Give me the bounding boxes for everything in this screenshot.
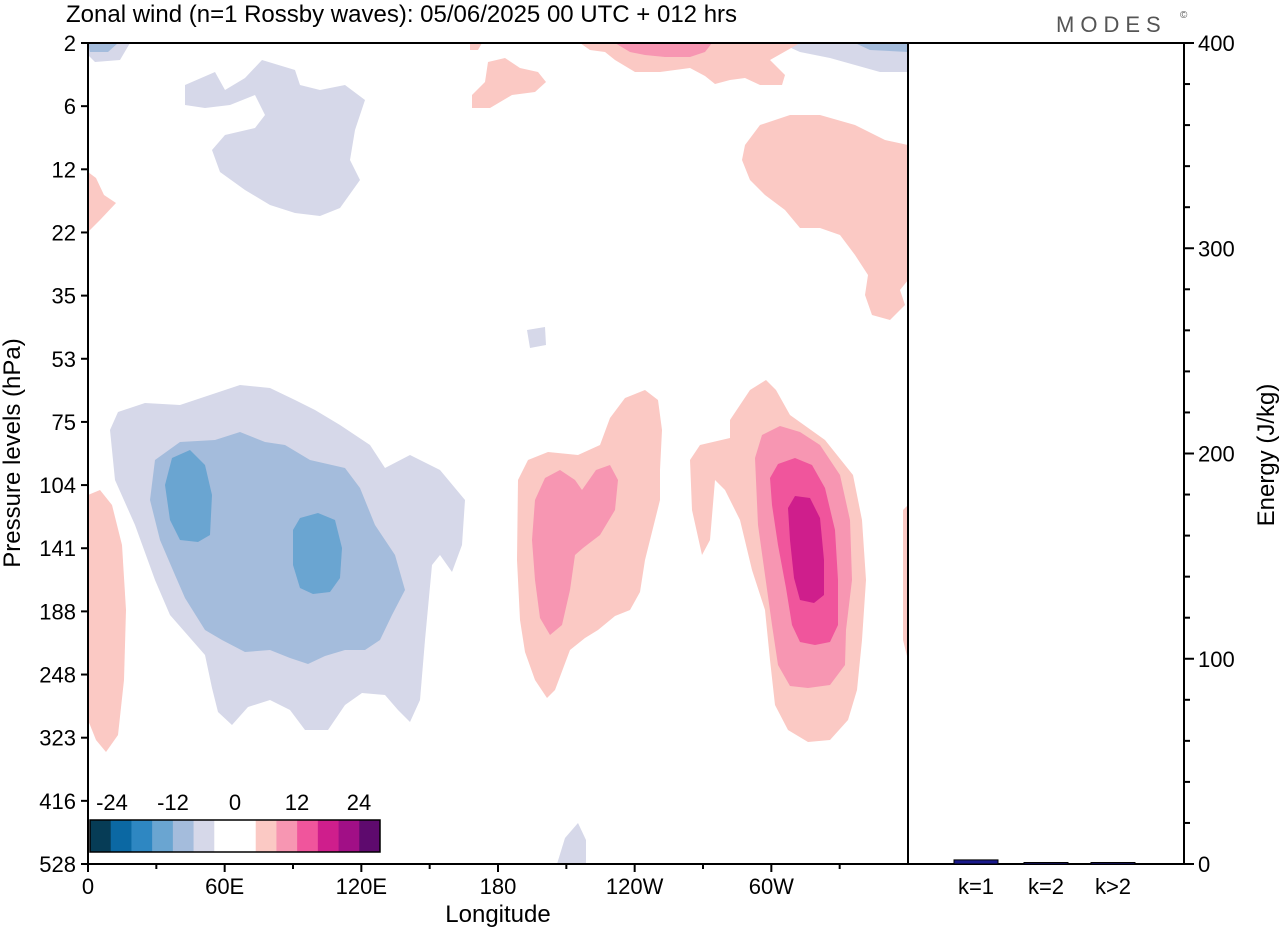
contour-westerly-top-core — [615, 43, 712, 57]
energy-category-label: k=2 — [1028, 874, 1064, 899]
energy-tick-label: 200 — [1198, 442, 1235, 467]
energy-bar-2 — [1023, 862, 1069, 865]
colorbar-swatch — [317, 820, 339, 852]
contour-easterly-bottom — [557, 823, 586, 864]
contour-easterly-upper — [185, 60, 365, 216]
y-tick-label: 528 — [39, 852, 76, 877]
contour-easterly-core-a — [165, 450, 212, 542]
y-tick-label: 248 — [39, 663, 76, 688]
x-tick-label: 120W — [606, 874, 664, 899]
y-tick-label: 53 — [52, 347, 76, 372]
contour-easterly-spot — [527, 327, 546, 348]
energy-category-label: k=1 — [958, 874, 994, 899]
colorbar-swatch — [297, 820, 319, 852]
x-tick-label: 0 — [82, 874, 94, 899]
energy-bars: k=1 k=2 k>2 — [953, 859, 1136, 899]
colorbar-label: 24 — [347, 790, 371, 815]
y-tick-label: 416 — [39, 789, 76, 814]
y-tick-label: 188 — [39, 599, 76, 624]
contour-field — [88, 43, 908, 864]
colorbar-swatch — [152, 820, 174, 852]
y-axis-label: Pressure levels (hPa) — [0, 338, 26, 567]
y-tick-label: 75 — [52, 410, 76, 435]
y-tick-label: 12 — [52, 157, 76, 182]
energy-axis-label: Energy (J/kg) — [1253, 384, 1280, 527]
energy-tick-label: 400 — [1198, 31, 1235, 56]
y-tick-label: 22 — [52, 220, 76, 245]
colorbar-label: 12 — [285, 790, 309, 815]
y-tick-label: 35 — [52, 284, 76, 309]
contour-westerly-dateline-9 — [532, 465, 618, 635]
y-tick-label: 2 — [64, 31, 76, 56]
x-axis-label: Longitude — [445, 901, 550, 928]
colorbar-swatch — [172, 820, 194, 852]
x-tick-label: 60W — [749, 874, 794, 899]
contour-westerly-top-small-a — [472, 58, 546, 108]
contour-easterly-main-12 — [150, 432, 405, 664]
contour-easterly-core-b — [293, 513, 342, 594]
contour-westerly-top — [580, 43, 800, 85]
contour-easterly-top-right-core — [855, 43, 908, 52]
contour-westerly-top-small-b — [470, 43, 482, 50]
contour-westerly-60w-15 — [788, 496, 824, 603]
contour-westerly-right-edge — [903, 505, 908, 660]
x-tick-label: 180 — [480, 874, 517, 899]
contour-westerly-left-upper — [88, 172, 116, 232]
energy-bar-3 — [1090, 862, 1136, 865]
colorbar-label: -24 — [96, 790, 128, 815]
colorbar-swatch — [110, 820, 132, 852]
colorbar-swatch — [255, 820, 277, 852]
modes-logo: MODES — [1056, 12, 1167, 37]
contour-westerly-left-lower — [88, 490, 126, 752]
y-tick-label: 104 — [39, 473, 76, 498]
energy-panel-frame — [907, 42, 1185, 865]
energy-tick-label: 100 — [1198, 647, 1235, 672]
contour-westerly-upper-right — [742, 115, 908, 320]
colorbar-swatch — [214, 820, 236, 852]
energy-category-label: k>2 — [1095, 874, 1131, 899]
colorbar-label: 0 — [229, 790, 241, 815]
energy-tick-label: 0 — [1198, 852, 1210, 877]
colorbar-swatch — [193, 820, 215, 852]
energy-tick-label: 300 — [1198, 236, 1235, 261]
chart-title: Zonal wind (n=1 Rossby waves): 05/06/202… — [66, 1, 737, 28]
x-tick-label: 120E — [336, 874, 387, 899]
y-tick-label: 6 — [64, 94, 76, 119]
colorbar-label: -12 — [157, 790, 189, 815]
y-tick-label: 141 — [39, 536, 76, 561]
colorbar-swatch — [359, 820, 381, 852]
colorbar-swatch — [90, 820, 112, 852]
colorbar-swatch — [235, 820, 257, 852]
colorbar-swatch — [338, 820, 360, 852]
colorbar-frame — [89, 819, 381, 853]
energy-bar-1 — [953, 859, 999, 865]
contour-easterly-top-left-core — [88, 43, 118, 52]
colorbar-swatch — [276, 820, 298, 852]
y-tick-label: 323 — [39, 726, 76, 751]
colorbar: -24 -12 0 12 24 — [89, 790, 381, 853]
colorbar-swatch — [131, 820, 153, 852]
logo-registered-mark: © — [1180, 10, 1188, 21]
x-tick-label: 60E — [205, 874, 244, 899]
